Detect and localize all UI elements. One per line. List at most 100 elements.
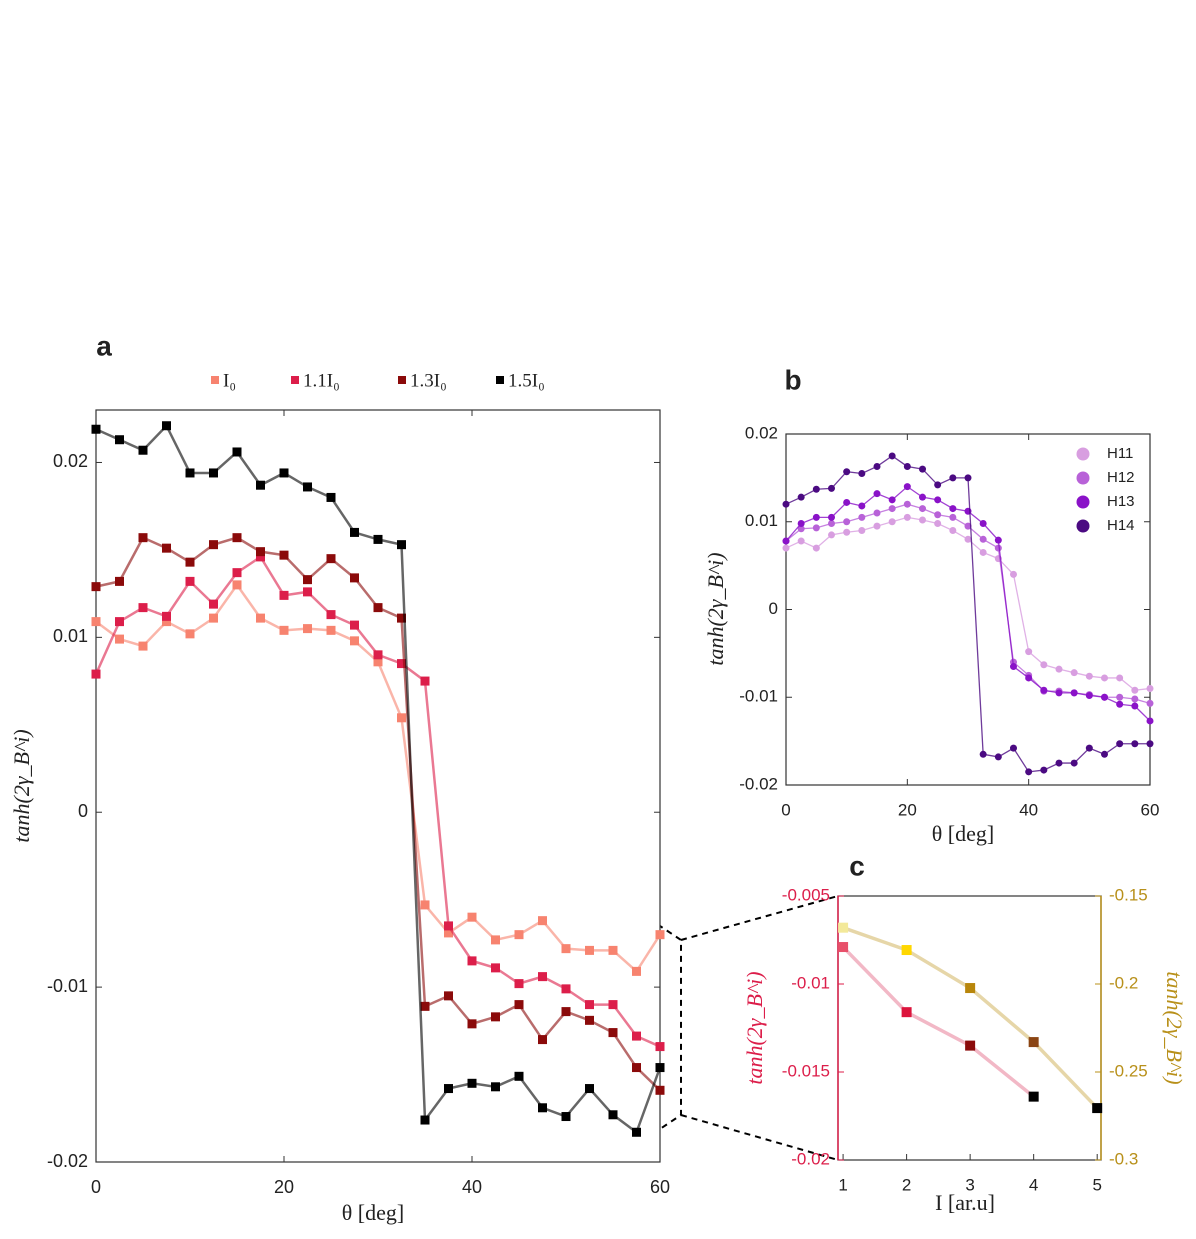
marker xyxy=(1028,1037,1039,1048)
marker xyxy=(185,629,195,639)
y-tick-label: -0.02 xyxy=(47,1151,88,1171)
y-axis-label: tanh(2γ_B^i) xyxy=(742,971,767,1084)
marker xyxy=(585,945,594,955)
marker xyxy=(326,492,336,502)
legend-label: I₀ xyxy=(223,370,236,391)
marker xyxy=(949,474,957,482)
marker xyxy=(964,474,972,482)
marker xyxy=(901,1007,912,1018)
marker xyxy=(632,1031,641,1041)
marker xyxy=(1146,717,1154,725)
marker xyxy=(949,527,957,535)
marker xyxy=(843,518,851,526)
marker xyxy=(162,543,171,553)
marker xyxy=(888,518,896,526)
marker xyxy=(256,613,265,623)
marker xyxy=(828,513,835,521)
marker xyxy=(115,634,124,644)
y-tick-label: 0.01 xyxy=(745,511,778,530)
panel-c: 1 2 3 4 5 -0.02 -0.015 -0.01 -0.005 -0.3 -0.25 -0.2… xyxy=(742,850,1187,1215)
marker xyxy=(797,525,805,533)
marker xyxy=(444,921,453,931)
panel-label: c xyxy=(849,850,865,881)
marker xyxy=(561,1007,571,1017)
marker xyxy=(1070,759,1078,767)
marker xyxy=(782,500,790,508)
legend-label: H12 xyxy=(1107,469,1135,486)
marker xyxy=(1040,686,1048,694)
marker xyxy=(838,942,849,953)
y2-tick-label: -0.2 xyxy=(1109,973,1138,992)
marker xyxy=(467,912,477,922)
marker xyxy=(444,1084,453,1094)
legend-swatch xyxy=(1076,495,1090,509)
x-axis-label: θ [deg] xyxy=(342,1200,404,1225)
marker xyxy=(209,599,218,609)
marker xyxy=(467,1078,477,1088)
marker xyxy=(1131,686,1139,694)
marker xyxy=(326,610,336,620)
marker xyxy=(491,963,500,973)
marker xyxy=(1025,768,1033,776)
marker xyxy=(873,509,881,517)
marker xyxy=(655,1063,665,1073)
legend-swatch xyxy=(1076,447,1090,461)
legend-swatch xyxy=(496,376,504,384)
marker xyxy=(1146,699,1154,707)
marker xyxy=(949,513,957,521)
marker xyxy=(979,750,987,758)
marker xyxy=(162,617,171,627)
marker xyxy=(185,468,195,478)
legend-swatch xyxy=(1076,471,1090,485)
panel-label: a xyxy=(96,330,112,361)
marker xyxy=(797,537,805,545)
marker xyxy=(797,520,805,528)
legend-label: H13 xyxy=(1107,493,1135,510)
y-tick-label: -0.02 xyxy=(739,774,778,793)
marker xyxy=(1085,691,1093,699)
marker xyxy=(279,550,289,560)
x-tick-label: 60 xyxy=(650,1177,670,1197)
legend-swatch xyxy=(211,376,219,384)
marker xyxy=(138,533,148,543)
marker xyxy=(209,540,218,550)
marker xyxy=(979,548,987,556)
marker xyxy=(303,575,312,585)
marker xyxy=(491,1012,500,1022)
y-tick-label: 0.01 xyxy=(53,626,88,646)
marker xyxy=(797,493,805,501)
marker xyxy=(888,505,896,513)
marker xyxy=(138,641,148,651)
marker xyxy=(326,625,336,635)
marker xyxy=(632,1063,641,1073)
marker xyxy=(303,482,312,492)
marker xyxy=(397,659,406,669)
y-axis-label: tanh(2γ_B^i) xyxy=(9,729,34,842)
marker xyxy=(994,753,1002,761)
marker xyxy=(538,972,547,982)
marker xyxy=(232,447,242,457)
marker xyxy=(1010,570,1017,578)
marker xyxy=(828,484,835,492)
x-tick-label: 40 xyxy=(462,1177,482,1197)
marker xyxy=(256,552,265,562)
marker xyxy=(873,462,881,470)
panel-a: 0 20 40 60 -0.02 -0.01 0 0.01 0.02 a θ [deg] tanh(2… xyxy=(9,330,670,1225)
marker xyxy=(919,505,926,513)
marker xyxy=(561,1112,571,1122)
marker xyxy=(91,617,101,627)
marker xyxy=(608,1110,618,1120)
marker xyxy=(373,650,383,660)
marker xyxy=(843,528,851,536)
legend-label: 1.3I₀ xyxy=(410,370,447,391)
marker xyxy=(919,465,926,473)
marker xyxy=(1010,663,1017,671)
marker xyxy=(279,625,289,635)
marker xyxy=(964,522,972,530)
marker xyxy=(858,527,866,535)
marker xyxy=(782,537,790,545)
marker xyxy=(256,480,265,490)
marker xyxy=(232,580,242,590)
marker xyxy=(964,535,972,543)
marker xyxy=(949,505,957,513)
